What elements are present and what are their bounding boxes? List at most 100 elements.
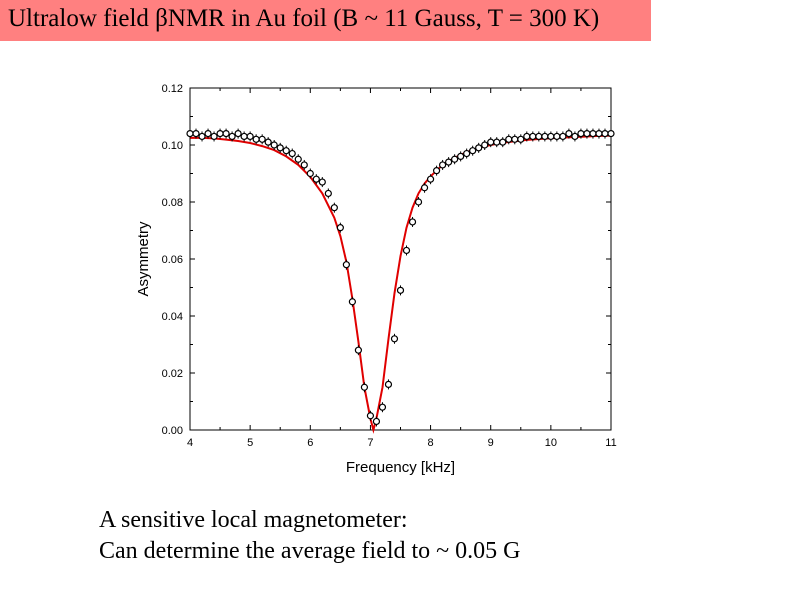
y-tick-label: 0.04: [162, 311, 183, 323]
data-marker: [306, 169, 314, 178]
data-marker: [348, 298, 356, 306]
x-tick-label: 11: [605, 437, 616, 449]
data-marker: [384, 380, 393, 388]
data-point: [348, 296, 356, 307]
data-point: [198, 131, 206, 142]
data-point: [312, 174, 320, 185]
data-point: [547, 131, 555, 142]
data-point: [288, 148, 296, 159]
data-marker: [246, 132, 254, 141]
data-marker: [294, 155, 302, 163]
data-point: [457, 151, 465, 162]
data-marker: [186, 130, 194, 138]
data-marker: [523, 132, 531, 141]
data-point: [378, 402, 387, 413]
data-marker: [372, 417, 381, 426]
data-point: [559, 131, 567, 142]
title-bar: Ultralow field βNMR in Au foil (B ~ 11 G…: [0, 0, 651, 41]
data-point: [445, 157, 453, 168]
data-point: [276, 142, 284, 153]
fit-curve: [190, 134, 612, 434]
data-marker: [198, 132, 206, 141]
data-marker: [264, 138, 272, 146]
y-tick-label: 0.12: [162, 83, 183, 95]
data-point: [216, 128, 224, 139]
data-marker: [559, 132, 567, 141]
data-marker: [210, 132, 218, 141]
data-point: [601, 128, 609, 139]
data-marker: [475, 144, 483, 152]
data-point: [463, 148, 471, 159]
data-marker: [228, 132, 236, 141]
data-point: [366, 410, 375, 421]
x-tick-label: 6: [307, 437, 313, 449]
data-point: [300, 159, 308, 170]
data-point: [511, 134, 519, 145]
y-tick-label: 0.06: [162, 254, 183, 266]
data-point: [258, 134, 266, 145]
y-tick-label: 0.02: [162, 368, 183, 380]
data-point: [360, 382, 369, 393]
data-marker: [276, 144, 284, 152]
data-marker: [234, 130, 242, 138]
data-marker: [324, 189, 332, 198]
data-marker: [571, 132, 579, 141]
x-tick-label: 10: [545, 437, 557, 449]
caption-line-1: A sensitive local magnetometer:: [99, 507, 408, 533]
data-point: [246, 131, 254, 142]
data-point: [571, 131, 579, 142]
data-point: [493, 137, 501, 148]
data-marker: [505, 135, 513, 143]
data-marker: [420, 184, 429, 192]
y-tick-label: 0.08: [162, 197, 183, 209]
data-marker: [457, 152, 465, 160]
data-marker: [487, 138, 495, 146]
data-marker: [601, 130, 609, 138]
data-marker: [270, 141, 278, 149]
data-point: [342, 259, 350, 270]
data-point: [420, 182, 429, 193]
data-point: [402, 245, 411, 256]
data-marker: [469, 147, 477, 155]
data-marker: [499, 138, 507, 146]
data-marker: [463, 149, 471, 158]
data-point: [451, 154, 459, 165]
x-tick-label: 4: [187, 437, 193, 449]
data-marker: [318, 178, 326, 186]
data-point: [390, 333, 399, 344]
data-point: [210, 131, 218, 142]
data-marker: [300, 161, 308, 169]
data-point: [595, 128, 603, 139]
data-point: [372, 416, 381, 427]
data-marker: [414, 198, 423, 206]
data-point: [439, 159, 447, 170]
data-marker: [535, 132, 543, 141]
data-point: [408, 216, 417, 227]
data-point: [541, 131, 549, 142]
y-tick-label: 0.00: [162, 425, 183, 437]
data-marker: [517, 135, 525, 143]
caption-line-2: Can determine the average field to ~ 0.0…: [99, 538, 521, 564]
x-tick-label: 8: [428, 437, 434, 449]
data-point: [469, 145, 477, 156]
data-marker: [439, 161, 447, 169]
data-marker: [565, 130, 573, 138]
data-marker: [607, 130, 615, 138]
data-marker: [336, 224, 344, 232]
data-marker: [282, 147, 290, 155]
data-marker: [577, 130, 585, 138]
data-point: [396, 285, 405, 296]
x-axis-label: Frequency [kHz]: [346, 459, 455, 476]
data-point: [517, 134, 525, 145]
data-marker: [583, 130, 591, 138]
data-marker: [252, 135, 260, 143]
y-axis-label: Asymmetry: [135, 221, 152, 297]
data-marker: [481, 141, 489, 149]
slide-title: Ultralow field βNMR in Au foil (B ~ 11 G…: [8, 5, 600, 32]
data-marker: [541, 132, 549, 141]
data-point: [475, 142, 483, 153]
data-point: [553, 131, 561, 142]
data-marker: [360, 383, 369, 391]
data-point: [192, 128, 200, 139]
